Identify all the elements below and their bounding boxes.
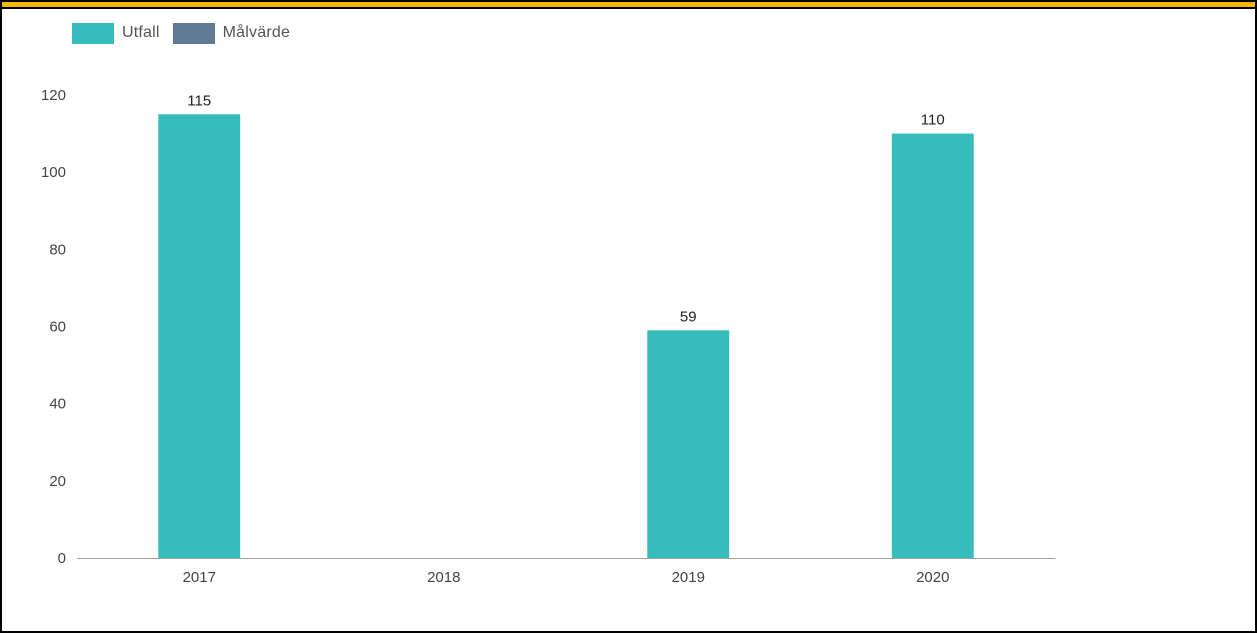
y-tick-label: 100 [41,164,66,181]
legend-swatch-malvarde [172,22,215,44]
bars [158,114,974,559]
legend-label-utfall: Utfall [122,24,160,41]
bar-2019[interactable] [647,330,730,558]
legend-label-malvarde: Målvärde [222,24,291,41]
x-tick-label-2019: 2019 [672,569,705,586]
y-tick-label: 40 [49,396,66,413]
bar-2020[interactable] [891,133,974,559]
data-label-2020: 110 [921,112,945,129]
y-tick-label: 0 [58,550,66,567]
x-tick-label-2020: 2020 [916,569,949,586]
x-tick-label-2017: 2017 [183,569,216,586]
top-accent-bar [0,0,1257,9]
y-tick-label: 80 [49,241,66,258]
chart-legend: Utfall Målvärde [72,22,303,44]
data-label-2017: 115 [187,92,211,109]
y-axis-ticks: 0 20 40 60 80 100 120 [41,87,66,567]
legend-item-malvarde[interactable]: Målvärde [172,22,291,44]
legend-swatch-utfall [72,22,114,44]
y-tick-label: 120 [41,87,66,104]
data-labels: 115 59 110 [187,92,944,325]
legend-item-utfall[interactable]: Utfall [72,22,160,44]
bar-2017[interactable] [158,114,241,559]
data-label-2019: 59 [680,308,697,325]
x-tick-label-2018: 2018 [427,569,460,586]
x-axis-ticks: 2017 2018 2019 2020 [183,569,950,586]
y-tick-label: 20 [49,473,66,490]
y-tick-label: 60 [49,319,66,336]
